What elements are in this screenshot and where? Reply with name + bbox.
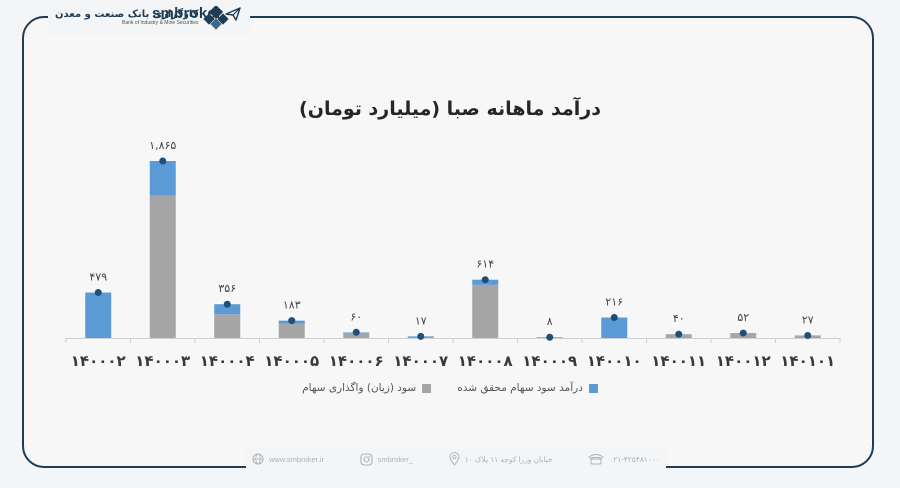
bank-logo: کارگزاری بانک صنعت و معدن Bank of Indust… bbox=[55, 6, 230, 30]
globe-icon bbox=[252, 453, 264, 465]
x-tick-label: ۱۴۰۰۰۵ bbox=[264, 352, 319, 370]
total-data-label: ۵۲ bbox=[737, 311, 749, 324]
total-data-label: ۴۰ bbox=[673, 312, 685, 325]
bar-sale bbox=[472, 284, 499, 338]
total-marker bbox=[804, 331, 812, 339]
chart-title: درآمد ماهانه صبا (میلیارد تومان) bbox=[299, 98, 601, 120]
x-tick-label: ۱۴۰۰۰۶ bbox=[329, 352, 384, 370]
total-data-label: ۴۷۹ bbox=[89, 271, 107, 284]
legend-item-realized: درآمد سود سهام محقق شده bbox=[457, 382, 598, 394]
footer-phone-text: ۰۲۱-۴۲۵۴۸۱۰۰۰ bbox=[609, 454, 660, 464]
total-marker bbox=[481, 276, 489, 284]
bar-sale bbox=[278, 323, 305, 338]
paper-plane-icon bbox=[225, 6, 241, 21]
total-marker bbox=[546, 333, 554, 341]
total-marker bbox=[352, 328, 360, 336]
legend-label-realized: درآمد سود سهام محقق شده bbox=[457, 382, 583, 394]
x-tick-label: ۱۴۰۰۱۱ bbox=[651, 352, 706, 370]
bar-sale bbox=[149, 195, 176, 338]
total-marker bbox=[223, 300, 231, 308]
legend-label-sale: سود (زیان) واگذاری سهام bbox=[302, 382, 417, 394]
smbroker-logo-text: smbroker bbox=[152, 5, 222, 22]
total-data-label: ۱۷ bbox=[415, 314, 427, 327]
legend-swatch-sale bbox=[422, 383, 432, 393]
total-data-label: ۳۵۶ bbox=[218, 282, 236, 295]
x-tick-label: ۱۴۰۰۰۸ bbox=[458, 352, 513, 370]
footer-website[interactable]: www.smbroker.ir bbox=[252, 453, 324, 465]
total-marker bbox=[675, 330, 683, 338]
bar-sale bbox=[214, 314, 241, 338]
bar-realized bbox=[149, 161, 176, 196]
bar-realized bbox=[601, 317, 628, 338]
total-marker bbox=[417, 332, 425, 340]
location-pin-icon bbox=[449, 452, 460, 466]
total-marker bbox=[94, 289, 102, 297]
total-data-label: ۸ bbox=[547, 315, 553, 328]
footer-address: خیابان وزرا کوچه ۱۱ پلاک ۱۰ bbox=[449, 452, 553, 466]
x-tick-label: ۱۴۰۰۰۴ bbox=[200, 352, 255, 370]
smbroker-logo: smbroker bbox=[152, 5, 241, 22]
chart-legend: درآمد سود سهام محقق شده سود (زیان) واگذا… bbox=[0, 382, 900, 394]
bar-realized bbox=[214, 304, 241, 315]
total-data-label: ۶۱۴ bbox=[476, 258, 494, 271]
bank-logo-name-en: Bank of Industry & Mine Securities bbox=[122, 20, 199, 26]
x-tick-label: ۱۴۰۰۰۳ bbox=[135, 352, 190, 370]
total-marker bbox=[739, 329, 747, 337]
footer-instagram-text: smbroker_ bbox=[377, 454, 414, 464]
footer-address-text: خیابان وزرا کوچه ۱۱ پلاک ۱۰ bbox=[464, 454, 553, 464]
total-data-label: ۱۸۳ bbox=[283, 299, 301, 312]
x-tick-label: ۱۴۰۰۰۹ bbox=[522, 352, 577, 370]
x-tick-label: ۱۴۰۰۰۷ bbox=[393, 352, 448, 370]
bar-realized bbox=[85, 292, 112, 338]
footer-instagram[interactable]: smbroker_ bbox=[360, 452, 414, 466]
x-tick-label: ۱۴۰۰۰۲ bbox=[71, 352, 126, 370]
x-tick-label: ۱۴۰۱۰۱ bbox=[780, 352, 835, 370]
total-marker bbox=[610, 314, 618, 322]
footer-website-text: www.smbroker.ir bbox=[269, 454, 325, 464]
total-marker bbox=[159, 157, 167, 165]
phone-icon bbox=[588, 454, 604, 465]
total-marker bbox=[288, 317, 296, 325]
total-data-label: ۲۷ bbox=[802, 313, 814, 326]
bank-logo-name: کارگزاری بانک صنعت و معدن bbox=[55, 9, 199, 20]
x-tick-label: ۱۴۰۰۱۰ bbox=[587, 352, 642, 370]
instagram-icon bbox=[360, 452, 373, 466]
footer-phone[interactable]: ۰۲۱-۴۲۵۴۸۱۰۰۰ bbox=[588, 453, 660, 465]
footer-contacts: www.smbroker.ir smbroker_ خیابان وزرا کو… bbox=[246, 448, 666, 470]
bank-emblem-icon bbox=[203, 6, 230, 30]
total-data-label: ۱,۸۶۵ bbox=[149, 139, 176, 152]
x-tick-label: ۱۴۰۰۱۲ bbox=[716, 352, 771, 370]
total-data-label: ۲۱۶ bbox=[605, 296, 623, 309]
total-data-label: ۶۰ bbox=[350, 310, 362, 323]
legend-swatch-realized bbox=[588, 383, 598, 393]
legend-item-sale: سود (زیان) واگذاری سهام bbox=[302, 382, 432, 394]
